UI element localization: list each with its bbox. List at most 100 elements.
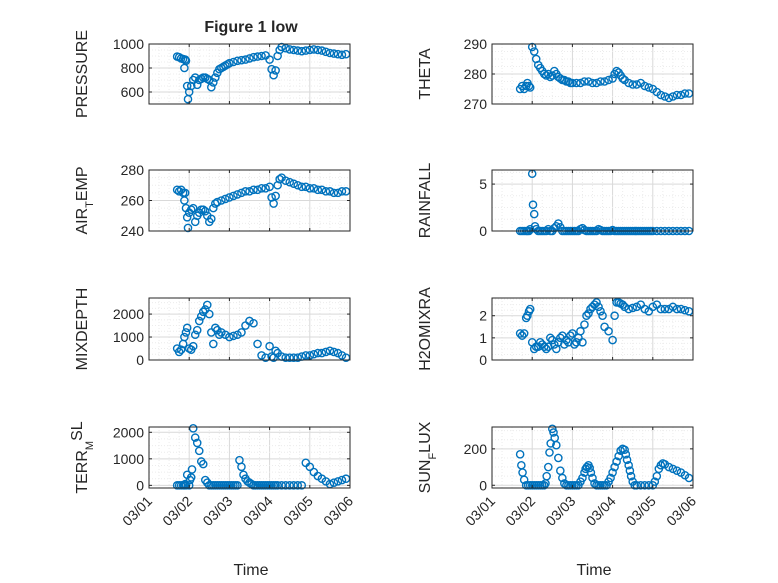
data-point (539, 480, 549, 490)
data-point (519, 475, 529, 485)
data-point (610, 462, 619, 472)
data-point (277, 42, 286, 52)
data-point (624, 460, 633, 470)
data-point (184, 481, 194, 490)
y-tick-label: 1 (479, 330, 487, 346)
data-point (644, 83, 654, 92)
data-point (285, 45, 295, 54)
y-tick-label: 5 (479, 176, 487, 192)
data-point (301, 351, 311, 360)
y-tick-label: 2000 (113, 424, 144, 440)
data-point (241, 55, 250, 64)
data-point (636, 480, 646, 490)
data-point (325, 346, 335, 356)
data-point (188, 203, 198, 213)
data-point (337, 50, 347, 60)
data-point (198, 205, 208, 214)
data-point (568, 78, 577, 88)
data-point (181, 328, 191, 337)
data-point (229, 331, 238, 341)
data-point (257, 183, 266, 193)
data-point (225, 58, 234, 68)
data-point (560, 479, 569, 488)
data-point (664, 462, 674, 472)
data-point (604, 75, 613, 85)
data-point (200, 206, 210, 216)
y-tick-label: 290 (464, 36, 488, 52)
x-axis-label-right: Time (577, 562, 612, 579)
data-point (333, 477, 343, 486)
data-point (543, 462, 553, 472)
y-tick-label: 0 (479, 223, 487, 239)
x-tick-label: 03/06 (663, 493, 699, 529)
y-tick-label: 280 (121, 162, 145, 178)
grid (491, 427, 694, 488)
y-tick-label: 1000 (113, 36, 144, 52)
data-point (541, 344, 551, 354)
data-point (265, 55, 274, 64)
data-point (211, 323, 220, 333)
data-point (594, 302, 603, 312)
y-tick-label: 270 (464, 96, 488, 112)
data-point (257, 51, 266, 61)
data-point (237, 188, 246, 198)
data-point (525, 304, 535, 314)
data-point (668, 464, 678, 474)
y-axis-label: THETA (417, 48, 434, 100)
data-point (271, 66, 280, 75)
data-point (618, 74, 627, 83)
data-point (628, 80, 638, 89)
data-point (543, 224, 553, 234)
data-point (186, 473, 196, 482)
data-point (337, 475, 347, 485)
data-point (525, 83, 535, 92)
x-tick-label: 03/04 (240, 493, 276, 529)
data-point (213, 197, 222, 207)
data-point (221, 194, 230, 204)
data-point (580, 320, 589, 329)
data-point (546, 439, 555, 448)
data-point (269, 70, 278, 80)
data-point (321, 347, 331, 357)
data-point (285, 177, 295, 187)
data-point (275, 174, 284, 184)
data-point (588, 78, 597, 88)
data-point (325, 187, 335, 196)
data-point (188, 341, 198, 351)
data-point (217, 196, 226, 205)
y-tick-label: 0 (136, 477, 144, 493)
data-point (519, 329, 529, 338)
data-point (289, 353, 299, 363)
data-point (317, 348, 327, 358)
data-point (564, 77, 573, 86)
data-point (604, 326, 613, 336)
data-point (542, 471, 551, 481)
data-point (181, 56, 191, 66)
data-point (183, 223, 193, 233)
data-point (517, 331, 527, 340)
data-point (204, 309, 214, 319)
data-point (253, 339, 262, 349)
data-point (524, 81, 534, 91)
data-point (608, 468, 617, 477)
data-point (271, 346, 280, 356)
data-point (182, 323, 192, 333)
data-point (174, 187, 184, 196)
y-axis-label: PRESSURE (74, 30, 91, 118)
data-point (578, 337, 587, 347)
axes-box (148, 297, 351, 361)
y-axis-label: AIRTEMP (74, 166, 96, 234)
y-axis-label: TERRMSL (69, 421, 96, 493)
y-axis-label: MIXDEPTH (74, 288, 91, 371)
data-point (598, 311, 607, 321)
data-point (680, 89, 690, 98)
data-point (265, 341, 274, 351)
data-point (225, 193, 234, 202)
data-point (269, 199, 278, 208)
data-point (333, 188, 343, 198)
data-point (621, 450, 631, 459)
data-point (321, 187, 331, 196)
data-point (233, 481, 242, 490)
y-tick-label: 2 (479, 308, 487, 324)
